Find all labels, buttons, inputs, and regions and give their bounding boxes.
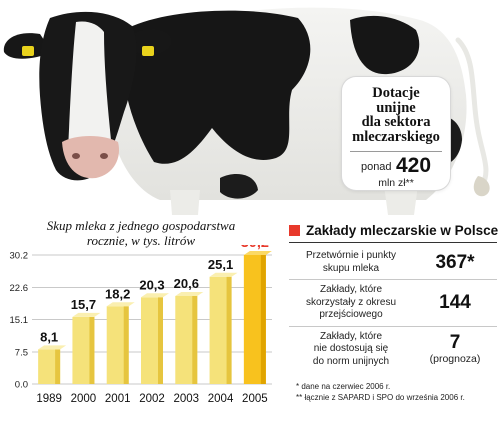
row-label-line: nie dostosują się (313, 343, 389, 354)
table-header: Zakłady mleczarskie w Polsce (289, 222, 499, 243)
ear-tag (142, 46, 154, 56)
y-tick-label: 30.2 (10, 251, 29, 262)
row-value-note: (prognoza) (429, 353, 481, 366)
bar-top (72, 312, 101, 317)
table-rows: Przetwórnie i punkty skupu mleka 367* Zakła… (289, 246, 497, 372)
ear-tag (22, 46, 34, 56)
table-row: Zakłady, które skorzystały z okresu przejś… (289, 280, 497, 327)
data-label: 20,6 (174, 276, 199, 291)
x-tick-label: 2003 (173, 393, 199, 405)
cow-nostril (100, 153, 108, 159)
x-tick-label: 2000 (71, 393, 97, 405)
data-label: 8,1 (40, 329, 58, 344)
chart-title: Skup mleka z jednego gospodarstwa roczni… (46, 218, 236, 248)
table-row: Przetwórnie i punkty skupu mleka 367* (289, 246, 497, 280)
bar (72, 316, 95, 384)
row-value: 144 (413, 291, 497, 313)
data-label: 30,2 (241, 245, 269, 251)
row-label-line: skorzystały z okresu (305, 296, 397, 308)
footnotes: * dane na czerwiec 2006 r. ** łącznie z … (296, 381, 465, 403)
cow-spot (122, 10, 311, 164)
cow-ear (3, 33, 52, 59)
cow-muzzle (62, 136, 120, 179)
footnote: * dane na czerwiec 2006 r. (296, 382, 391, 391)
bar (141, 297, 163, 384)
row-value: 367* (413, 251, 497, 273)
bar (209, 276, 232, 384)
data-label: 15,7 (71, 297, 96, 312)
square-marker-icon (289, 225, 300, 236)
bar-top (175, 292, 204, 297)
bar-shade (89, 316, 95, 384)
row-label-line: przejściowego (319, 309, 383, 320)
y-tick-label: 0.0 (15, 380, 28, 391)
subsidy-callout: Dotacje unijne dla sektora mleczarskiego… (342, 77, 450, 190)
bar-top (106, 302, 135, 307)
row-label-line: Zakłady, które (319, 284, 383, 295)
milk-purchase-bar-chart: 0.0 7.5 15.1 22.6 30.2 8,1 1989 15,7 2000 18,2 200… (10, 245, 272, 405)
x-tick-label: 2004 (208, 393, 234, 405)
table-row: Zakłady, które nie dostosują się do norm u… (289, 327, 497, 373)
row-label: Zakłady, które nie dostosują się do norm u… (289, 331, 413, 369)
bar (175, 296, 198, 384)
subsidy-amount: ponad 420 (342, 155, 450, 179)
row-value-number: 144 (439, 291, 471, 313)
amount-value: 420 (396, 154, 432, 177)
bar-top (243, 251, 272, 255)
table-title: Zakłady mleczarskie w Polsce (306, 223, 499, 238)
bar (243, 255, 266, 384)
cow-tail (455, 37, 489, 189)
bar-top (141, 293, 169, 298)
bar-shade (55, 349, 61, 384)
row-label-line: skupu mleka (322, 262, 380, 274)
bar (38, 349, 61, 384)
row-label-line: Zakłady, które (319, 330, 383, 342)
cow-leg (384, 185, 418, 215)
row-value-number: 7 (449, 332, 461, 354)
bar-shade (123, 306, 129, 384)
bar (106, 306, 129, 384)
row-label: Zakłady, które skorzystały z okresu przejś… (289, 284, 413, 322)
row-label-line: do norm unijnych (312, 355, 390, 367)
x-tick-label: 2001 (105, 393, 131, 405)
data-label: 18,2 (105, 286, 130, 301)
x-tick-label: 2005 (242, 393, 268, 405)
bar-shade (226, 276, 232, 384)
cow-spot (220, 174, 258, 199)
bar-shade (158, 297, 163, 384)
y-tick-label: 15.1 (10, 315, 29, 326)
subsidy-title: Dotacje unijne dla sektora mleczarskiego (352, 85, 440, 145)
bar-shade (192, 296, 198, 384)
cow-leg (170, 190, 200, 215)
bar-top (209, 272, 238, 277)
data-label: 20,3 (139, 277, 164, 292)
bar-shade (260, 255, 266, 384)
cow-nostril (72, 153, 80, 159)
data-label: 25,1 (208, 257, 233, 272)
amount-unit: mln zł** (378, 177, 414, 189)
cow-blaze (68, 21, 112, 158)
bar-top (38, 345, 67, 350)
row-value-number: 367* (435, 251, 475, 273)
x-tick-label: 1989 (36, 393, 62, 405)
cow-ear (130, 28, 172, 55)
row-value: 7 (prognoza) (413, 332, 497, 366)
dairy-table: Zakłady mleczarskie w Polsce Przetwórnie… (289, 222, 499, 372)
divider (350, 151, 442, 152)
x-tick-label: 2002 (139, 393, 165, 405)
y-tick-label: 22.6 (10, 283, 29, 294)
cow-spot (350, 15, 420, 75)
y-tick-label: 7.5 (15, 347, 28, 358)
row-label-line: Przetwórnie i punkty (305, 250, 397, 261)
amount-prefix: ponad (360, 161, 392, 173)
cow-tail-tip (473, 176, 490, 197)
row-label: Przetwórnie i punkty skupu mleka (289, 250, 413, 275)
footnote: ** łącznie z SAPARD i SPO do września 20… (296, 393, 465, 402)
